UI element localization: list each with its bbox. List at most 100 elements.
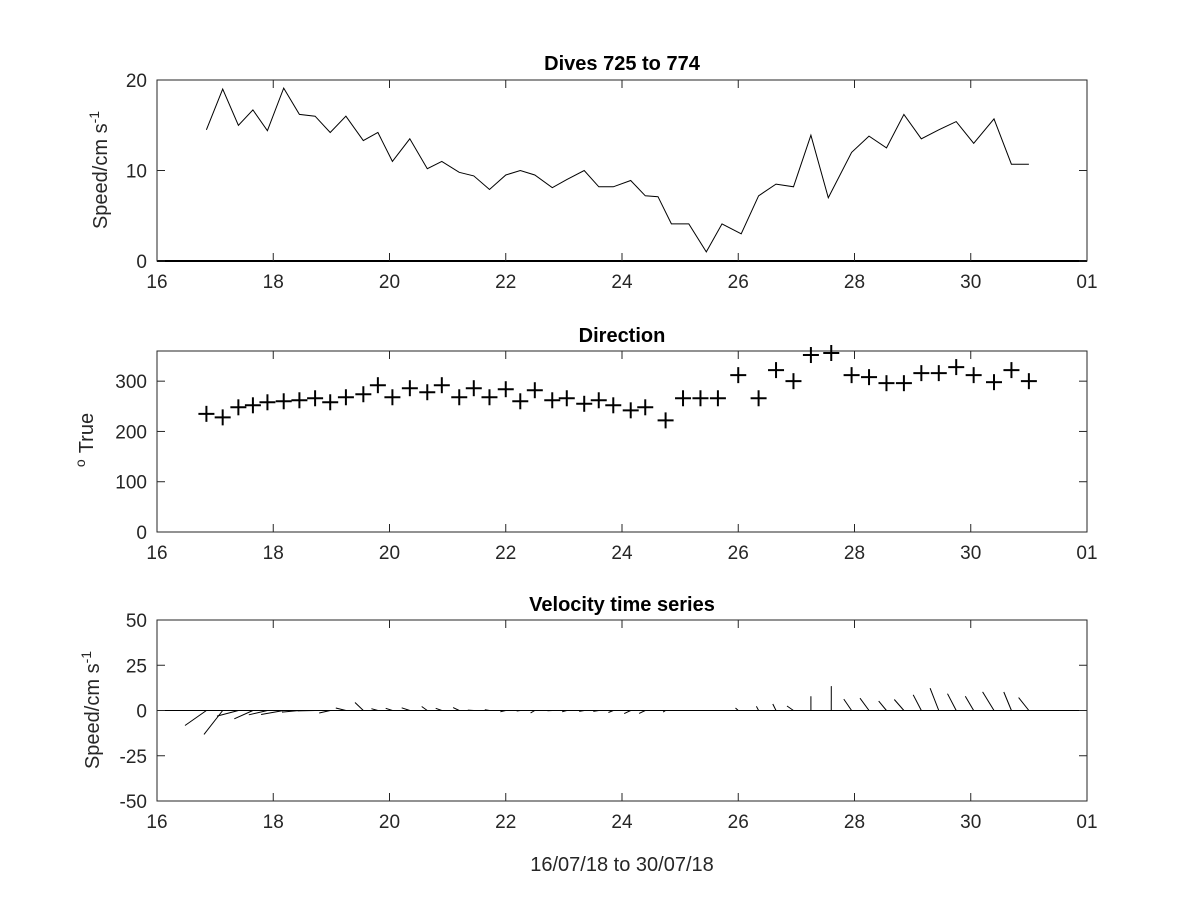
direction-y-ticks: 0 100 200 300 [115, 372, 1087, 544]
direction-point [750, 390, 767, 407]
direction-point [895, 375, 912, 392]
direction-point [497, 381, 514, 398]
velocity-panel: 16 18 20 22 24 26 28 30 01 -50 -25 0 25 50 Velocity … [78, 594, 1098, 876]
velocity-y-axis-label: Speed/cm s-1 [78, 651, 104, 769]
direction-point [692, 390, 709, 407]
velocity-stick [893, 699, 905, 711]
direction-point [590, 392, 607, 409]
velocity-stick [755, 706, 760, 711]
velocity-x-tick-label: 01 [1076, 812, 1097, 833]
speed-panel: 16 18 20 22 24 26 28 30 01 0 10 20 Dives 725 to 77… [86, 53, 1098, 293]
velocity-x-tick-label: 18 [263, 812, 284, 833]
velocity-stick [261, 710, 284, 715]
velocity-stick [593, 710, 599, 712]
velocity-y-axis-label-main: Speed/cm s [82, 663, 104, 769]
direction-point [419, 384, 436, 401]
velocity-stick [982, 691, 995, 711]
velocity-stick [843, 698, 853, 711]
velocity-stick [561, 710, 567, 713]
velocity-stick [319, 710, 331, 714]
speed-x-tick-label: 26 [728, 272, 749, 293]
velocity-stick [579, 710, 585, 712]
velocity-stick [964, 695, 975, 711]
direction-x-tick-label: 22 [495, 543, 516, 564]
direction-point [1020, 373, 1037, 390]
direction-point [657, 412, 674, 429]
velocity-y-tick-label: 50 [126, 611, 147, 632]
velocity-stick [859, 697, 870, 711]
velocity-stick [452, 707, 460, 711]
velocity-x-axis-label: 16/07/18 to 30/07/18 [530, 854, 714, 876]
direction-point [512, 393, 529, 410]
velocity-stick [421, 706, 428, 711]
velocity-stick [354, 702, 364, 711]
speed-y-axis-label-main: Speed/cm s [90, 123, 112, 229]
direction-point [259, 394, 276, 411]
direction-x-ticks: 16 18 20 22 24 26 28 30 01 [146, 351, 1098, 564]
velocity-stick [735, 707, 739, 711]
direction-point [948, 359, 965, 376]
direction-x-tick-label: 20 [379, 543, 400, 564]
velocity-stick [248, 710, 268, 716]
speed-x-ticks: 16 18 20 22 24 26 28 30 01 [146, 80, 1098, 293]
velocity-stick [234, 710, 254, 720]
velocity-x-tick-label: 30 [960, 812, 981, 833]
direction-y-axis-label-sup: o [72, 459, 88, 467]
direction-point [433, 377, 450, 394]
direction-point [709, 390, 726, 407]
direction-point [802, 347, 819, 364]
velocity-stick [608, 710, 614, 713]
velocity-stick [1003, 691, 1012, 711]
velocity-x-tick-label: 26 [728, 812, 749, 833]
direction-point [322, 394, 339, 411]
direction-point [622, 402, 639, 419]
velocity-y-tick-label: 0 [136, 702, 147, 723]
speed-x-tick-label: 16 [146, 272, 167, 293]
velocity-sticks [184, 686, 1030, 735]
direction-y-tick-label: 200 [115, 422, 147, 443]
direction-point [544, 392, 561, 409]
direction-point [230, 399, 247, 416]
velocity-stick [772, 703, 777, 711]
velocity-stick [401, 707, 411, 711]
velocity-x-tick-label: 20 [379, 812, 400, 833]
direction-point [558, 390, 575, 407]
speed-x-tick-label: 30 [960, 272, 981, 293]
direction-point [605, 397, 622, 414]
direction-point [913, 365, 930, 382]
velocity-x-tick-label: 16 [146, 812, 167, 833]
velocity-stick [1018, 697, 1030, 711]
speed-x-tick-label: 22 [495, 272, 516, 293]
velocity-stick [184, 710, 207, 726]
direction-point [930, 365, 947, 382]
velocity-stick [638, 710, 646, 714]
direction-point [986, 374, 1002, 391]
velocity-stick [435, 707, 442, 711]
direction-y-tick-label: 0 [136, 523, 147, 544]
direction-x-tick-label: 28 [844, 543, 865, 564]
velocity-stick [662, 710, 666, 713]
speed-x-tick-label: 18 [263, 272, 284, 293]
velocity-stick [335, 707, 347, 711]
velocity-stick [500, 710, 506, 713]
velocity-y-ticks: -50 -25 0 25 50 [120, 611, 1087, 813]
velocity-stick [912, 694, 922, 711]
direction-x-tick-label: 01 [1076, 543, 1097, 564]
speed-x-tick-label: 24 [611, 272, 633, 293]
velocity-y-axis-label-sup: -1 [78, 651, 94, 664]
direction-point [768, 362, 785, 379]
direction-point [465, 380, 482, 397]
direction-title: Direction [579, 325, 666, 347]
velocity-title: Velocity time series [529, 594, 715, 616]
direction-point [275, 393, 292, 410]
direction-point [451, 389, 468, 406]
direction-y-tick-label: 300 [115, 372, 147, 393]
direction-y-axis-label: o True [72, 413, 98, 467]
velocity-stick [385, 707, 393, 711]
direction-point [878, 375, 895, 392]
velocity-stick [203, 710, 224, 735]
direction-x-tick-label: 30 [960, 543, 981, 564]
direction-markers [198, 345, 1037, 429]
speed-series-line [205, 86, 1029, 253]
